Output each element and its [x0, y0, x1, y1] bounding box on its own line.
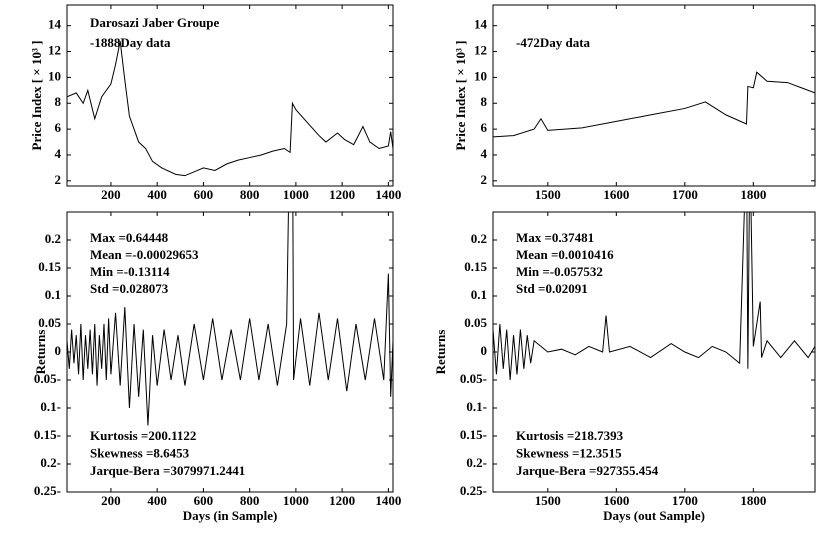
stat-text: Mean =0.0010416: [516, 247, 614, 262]
y-axis-label: Returns: [33, 330, 48, 375]
plot-area: [493, 71, 815, 138]
stat-text: Max =0.37481: [516, 230, 594, 245]
y-tick-label: 0.2-: [40, 455, 61, 470]
plot-area: [67, 212, 393, 426]
price-line: [67, 41, 393, 177]
y-axis-label: Price Index [ × 10³ ]: [29, 41, 44, 151]
x-tick-label: 1700: [672, 187, 698, 202]
stat-text: Jarque-Bera =927355.454: [516, 463, 659, 478]
y-tick-label: 8: [481, 94, 488, 109]
y-tick-label: 0.15: [464, 259, 487, 274]
y-tick-label: 0.1: [45, 287, 61, 302]
axis-box: [66, 4, 394, 187]
y-tick-label: 0: [481, 343, 488, 358]
y-tick-label: 0.1-: [40, 399, 61, 414]
y-tick-label: 14: [48, 17, 62, 32]
y-tick-label: 10: [474, 68, 487, 83]
y-tick-label: 0.05-: [460, 371, 487, 386]
x-tick-label: 600: [194, 187, 214, 202]
y-tick-label: 10: [48, 68, 61, 83]
y-tick-label: 0.15-: [34, 427, 61, 442]
stat-text: Kurtosis =200.1122: [90, 428, 196, 443]
x-tick-label: 1400: [375, 187, 401, 202]
y-tick-label: 12: [48, 43, 61, 58]
x-tick-label: 200: [101, 493, 121, 508]
y-tick-label: 0.2-: [466, 455, 487, 470]
stat-text: Skewness =12.3515: [516, 445, 622, 460]
x-tick-label: 800: [240, 493, 260, 508]
y-tick-label: 6: [55, 120, 62, 135]
y-tick-label: 0.2: [471, 231, 487, 246]
y-tick-label: 4: [481, 146, 488, 161]
axis-box: [492, 4, 816, 187]
x-tick-label: 1400: [375, 493, 401, 508]
y-tick-label: 0.05: [464, 315, 487, 330]
panel: 2 4 6 8 10 12 14 1500 1600 1700 1800 Price Index [ …: [453, 4, 816, 202]
y-tick-label: 0.25-: [460, 483, 487, 498]
y-tick-label: 14: [474, 17, 488, 32]
y-tick-label: 2: [55, 172, 62, 187]
x-tick-label: 1500: [535, 187, 561, 202]
x-tick-label: 1700: [672, 493, 698, 508]
annotation: -1888Day data: [90, 35, 171, 50]
x-tick-label: 200: [101, 187, 121, 202]
x-tick-label: 1800: [740, 187, 766, 202]
y-tick-label: 12: [474, 43, 487, 58]
stat-text: Std =0.028073: [90, 281, 169, 296]
y-tick-label: 8: [55, 94, 62, 109]
x-tick-label: 1200: [329, 187, 355, 202]
y-tick-label: 0.1-: [466, 399, 487, 414]
stat-text: Skewness =8.6453: [90, 445, 190, 460]
x-tick-label: 1000: [283, 493, 309, 508]
x-tick-label: 600: [194, 493, 214, 508]
price-line: [67, 212, 393, 426]
x-tick-label: 1800: [740, 493, 766, 508]
y-axis-label: Returns: [433, 330, 448, 375]
y-tick-label: 0.15: [38, 259, 61, 274]
stat-text: Kurtosis =218.7393: [516, 428, 624, 443]
x-tick-label: 1000: [283, 187, 309, 202]
y-tick-label: 0.1: [471, 287, 487, 302]
x-tick-label: 1200: [329, 493, 355, 508]
stat-text: Max =0.64448: [90, 230, 169, 245]
price-line: [493, 71, 815, 138]
stat-text: Min =-0.057532: [516, 264, 603, 279]
panel: 2 4 6 8 10 12 14 200 400 600 800 1000 1200 1400 Price …: [29, 4, 401, 202]
x-axis-label: Days (in Sample): [183, 508, 278, 523]
panel: 0.25- 0.2- 0.15- 0.1- 0.05- 0 0.05 0.1 0.15 0.2 20…: [33, 211, 401, 523]
x-axis-label: Days (out Sample): [603, 508, 705, 523]
x-tick-label: 800: [240, 187, 260, 202]
annotation: Darosazi Jaber Groupe: [90, 15, 220, 30]
y-tick-label: 4: [55, 146, 62, 161]
plot-area: [493, 212, 815, 381]
price-line: [493, 212, 815, 381]
x-tick-label: 1600: [603, 187, 629, 202]
y-tick-label: 0.25-: [34, 483, 61, 498]
stat-text: Jarque-Bera =3079971.2441: [90, 463, 245, 478]
y-tick-label: 0: [55, 343, 62, 358]
y-tick-label: 2: [481, 172, 488, 187]
y-tick-label: 0.15-: [460, 427, 487, 442]
y-tick-label: 0.05: [38, 315, 61, 330]
y-axis-label: Price Index [ × 10³ ]: [453, 41, 468, 151]
x-tick-label: 1600: [603, 493, 629, 508]
y-tick-label: 0.2: [45, 231, 61, 246]
stat-text: Min =-0.13114: [90, 264, 170, 279]
panel: 0.25- 0.2- 0.15- 0.1- 0.05- 0 0.05 0.1 0.15 0.2 15…: [433, 211, 816, 523]
y-tick-label: 0.05-: [34, 371, 61, 386]
plot-area: [67, 41, 393, 177]
stat-text: Mean =-0.00029653: [90, 247, 199, 262]
x-tick-label: 400: [147, 187, 167, 202]
stat-text: Std =0.02091: [516, 281, 588, 296]
annotation: -472Day data: [516, 35, 591, 50]
x-tick-label: 400: [147, 493, 167, 508]
y-tick-label: 6: [481, 120, 488, 135]
x-tick-label: 1500: [535, 493, 561, 508]
